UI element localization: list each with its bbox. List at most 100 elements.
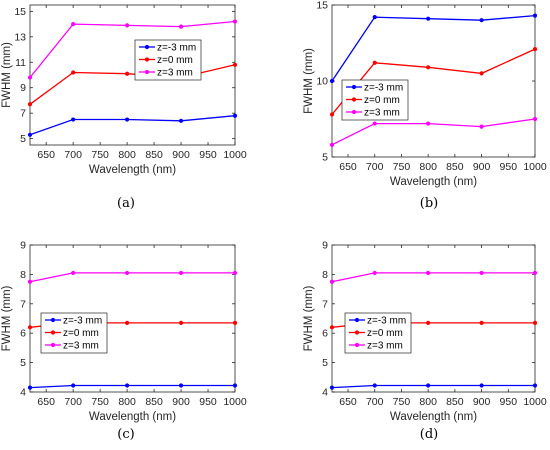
legend-swatch-marker — [354, 317, 360, 323]
series-line-1 — [331, 14, 536, 82]
y-tick-label: 5 — [20, 133, 26, 145]
data-point — [479, 270, 484, 276]
x-tick-label: 900 — [172, 149, 190, 161]
data-point — [125, 117, 130, 122]
legend-swatch-marker — [144, 69, 150, 75]
chart-panel-1: 650 700 750 800 850 900 950 1000 5 7 9 11 13 15 Wavele… — [1, 4, 247, 211]
data-point — [372, 270, 377, 276]
y-tick-label: 9 — [20, 82, 26, 94]
legend-swatch-marker — [144, 57, 150, 62]
data-point — [178, 24, 184, 29]
legend-entry-label: z=0 mm — [63, 328, 99, 339]
data-point — [532, 270, 538, 276]
data-point — [71, 117, 76, 122]
x-tick-label: 1000 — [223, 396, 247, 408]
data-point — [71, 21, 76, 27]
x-tick-label: 650 — [37, 396, 55, 408]
data-point — [479, 71, 484, 76]
y-axis-label: FWHM (mm) — [1, 285, 13, 351]
data-point — [125, 23, 130, 28]
data-point — [178, 320, 184, 326]
data-point — [232, 270, 238, 276]
y-tick-label: 6 — [20, 328, 26, 340]
x-tick-label: 850 — [145, 149, 163, 161]
legend-entry-label: z=-3 mm — [157, 43, 196, 54]
y-tick-label: 8 — [322, 269, 328, 281]
data-point — [426, 383, 431, 388]
x-tick-label: 800 — [118, 396, 136, 408]
x-tick-label: 850 — [145, 396, 163, 408]
data-point — [426, 270, 431, 276]
data-point — [532, 383, 538, 388]
x-axis-label: Wavelength (nm) — [390, 176, 477, 188]
series-line-1 — [29, 384, 235, 389]
x-tick-label: 750 — [393, 161, 411, 173]
data-point — [329, 112, 335, 117]
data-point — [372, 60, 377, 65]
data-point — [27, 385, 33, 390]
y-axis-label: FWHM (mm) — [303, 48, 315, 114]
series-line-3 — [29, 272, 235, 283]
series-line-3 — [29, 20, 236, 78]
y-axis-label: FWHM (mm) — [1, 42, 13, 108]
x-tick-label: 950 — [500, 161, 518, 173]
data-point — [27, 132, 33, 137]
panel-caption: (d) — [420, 427, 438, 442]
y-tick-label: 9 — [322, 240, 328, 252]
x-tick-label: 800 — [419, 396, 437, 408]
data-point — [329, 142, 335, 147]
y-tick-label: 7 — [322, 298, 328, 310]
x-tick-label: 750 — [91, 396, 109, 408]
y-tick-label: 10 — [316, 76, 328, 88]
x-tick-label: 950 — [199, 396, 217, 408]
x-tick-label: 900 — [172, 396, 190, 408]
x-tick-label: 1000 — [223, 149, 247, 161]
data-point — [372, 383, 377, 388]
data-point — [125, 71, 130, 76]
y-tick-label: 5 — [322, 357, 328, 369]
legend-entry-label: z=0 mm — [367, 328, 403, 339]
data-point — [232, 320, 238, 326]
data-point — [479, 383, 484, 388]
y-axis-label: FWHM (mm) — [303, 285, 315, 351]
x-tick-label: 650 — [339, 396, 357, 408]
data-point — [532, 46, 538, 52]
y-tick-label: 7 — [20, 108, 26, 120]
legend-swatch-marker — [354, 342, 360, 348]
data-point — [27, 279, 33, 284]
x-tick-label: 950 — [500, 396, 518, 408]
y-tick-label: 9 — [20, 240, 26, 252]
data-point — [27, 75, 33, 80]
x-axis-label: Wavelength (nm) — [89, 411, 176, 423]
x-tick-label: 700 — [64, 149, 82, 161]
legend-entry-label: z=3 mm — [63, 341, 99, 352]
x-tick-label: 1000 — [523, 161, 547, 173]
data-point — [532, 320, 538, 326]
data-point — [125, 383, 130, 388]
x-tick-label: 650 — [37, 149, 55, 161]
data-point — [71, 70, 76, 75]
legend-entry-label: z=0 mm — [364, 95, 400, 106]
x-tick-label: 950 — [199, 149, 217, 161]
y-tick-label: 15 — [14, 6, 26, 18]
series-line-1 — [331, 384, 535, 389]
series-line-3 — [331, 118, 536, 146]
data-point — [232, 19, 238, 24]
data-point — [532, 13, 538, 18]
y-tick-label: 5 — [322, 152, 328, 164]
y-tick-label: 4 — [20, 387, 26, 399]
x-tick-label: 800 — [419, 161, 437, 173]
data-point — [479, 124, 484, 129]
x-tick-label: 1000 — [523, 396, 547, 408]
legend-swatch-marker — [354, 330, 360, 335]
data-point — [426, 320, 431, 326]
x-tick-label: 850 — [446, 396, 464, 408]
legend-swatch-marker — [50, 317, 56, 323]
legend-entry-label: z=3 mm — [367, 341, 403, 352]
legend-swatch-marker — [351, 109, 357, 115]
chart-panel-2: 650 700 750 800 850 900 950 1000 5 10 15 Wavelength… — [303, 0, 547, 211]
x-tick-label: 700 — [366, 396, 384, 408]
data-point — [178, 383, 184, 388]
data-point — [71, 270, 76, 276]
data-point — [329, 279, 335, 284]
